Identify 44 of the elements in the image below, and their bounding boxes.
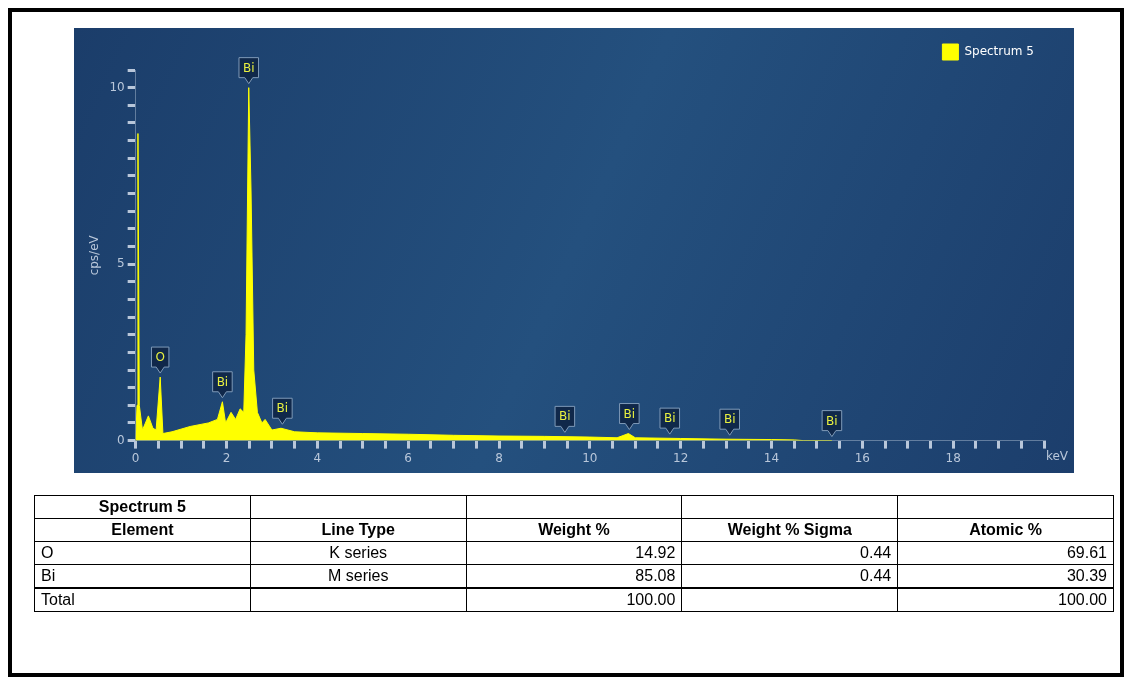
x-tick-label: 0 <box>131 450 140 465</box>
text: M series <box>327 567 389 584</box>
text: 69.61 <box>1066 544 1107 561</box>
x-tick-label: 18 <box>945 450 961 465</box>
text: 100.00 <box>626 591 676 608</box>
text: K series <box>329 544 388 561</box>
x-tick-label: 12 <box>673 450 689 465</box>
text: 0.44 <box>860 567 892 584</box>
x-axis-title: keV <box>1045 449 1069 464</box>
x-tick-label: 8 <box>495 450 503 465</box>
text: 0.44 <box>860 544 892 561</box>
annotation: Bi <box>242 60 255 75</box>
annotation: Bi <box>663 411 676 426</box>
annotation: Bi <box>826 413 838 428</box>
text: Spectrum 5 <box>34 495 251 519</box>
text: 100.00 <box>1058 591 1107 608</box>
text: Total <box>41 591 75 608</box>
y-tick-label: 5 <box>117 256 125 271</box>
annotation: Bi <box>216 374 229 389</box>
annotation: Bi <box>276 401 289 416</box>
annotation: O <box>155 350 165 365</box>
annotation: Bi <box>623 406 636 421</box>
text: 14.92 <box>635 544 676 561</box>
x-tick-label: 16 <box>854 450 870 465</box>
text: 30.39 <box>1066 567 1107 584</box>
x-tick-label: 4 <box>313 450 322 465</box>
annotation: Bi <box>723 412 736 427</box>
y-axis-title: cps/eV <box>87 234 102 276</box>
annotation: Bi <box>559 409 571 424</box>
y-tick-label: 0 <box>117 432 125 447</box>
category-label: Line Type <box>250 518 467 542</box>
x-tick-label: 2 <box>222 450 231 465</box>
text: 85.08 <box>635 567 676 584</box>
x-tick-label: 6 <box>404 450 412 465</box>
text: Bi <box>41 567 56 584</box>
legend-label: Spectrum 5 <box>964 44 1035 59</box>
category-label: Weight % Sigma <box>681 518 898 542</box>
text: O <box>41 544 54 561</box>
x-tick-label: 14 <box>763 450 780 465</box>
category-label: Element <box>34 518 251 542</box>
category-label: Atomic % <box>897 518 1114 542</box>
x-tick-label: 10 <box>582 450 598 465</box>
category-label: Weight % <box>466 518 682 542</box>
y-tick-label: 10 <box>109 79 125 94</box>
